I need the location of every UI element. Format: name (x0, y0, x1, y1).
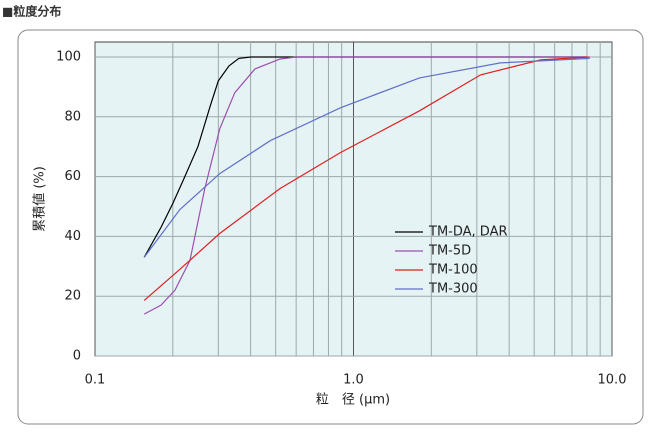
page-title: ■粒度分布 (2, 4, 61, 19)
y-axis-label: 累積値 (%) (32, 166, 48, 232)
x-tick-label: 0.1 (85, 373, 106, 388)
data-line (143, 56, 590, 301)
legend-label: TM-5D (428, 244, 471, 259)
y-tick-label: 40 (64, 229, 81, 244)
legend-label: TM-DA, DAR (428, 225, 508, 240)
y-tick-label: 60 (64, 169, 81, 184)
legend-label: TM-100 (428, 263, 478, 278)
data-line (143, 57, 590, 258)
x-tick-label: 1.0 (343, 373, 364, 388)
x-axis-label: 粒 径 (μm) (316, 393, 390, 408)
x-tick-label: 10.0 (598, 373, 627, 388)
y-tick-label: 80 (64, 109, 81, 124)
y-tick-label: 100 (56, 49, 81, 64)
y-tick-label: 0 (73, 349, 81, 364)
legend-label: TM-300 (428, 282, 478, 297)
data-line (143, 56, 587, 315)
y-tick-label: 20 (64, 289, 81, 304)
